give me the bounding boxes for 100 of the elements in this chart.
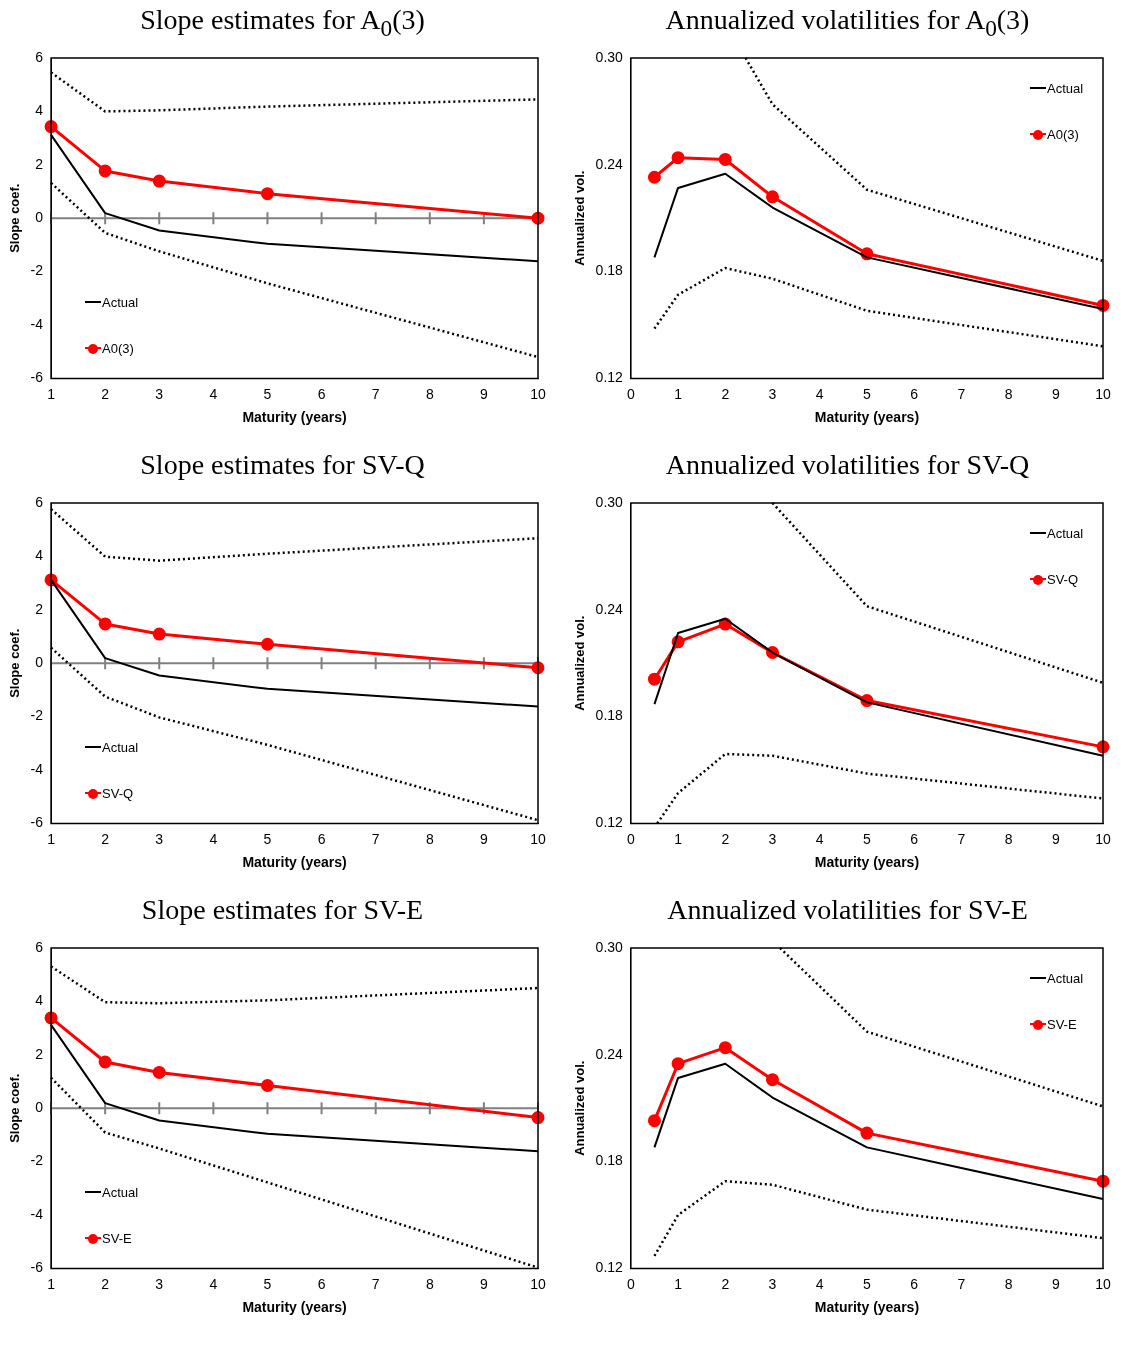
point bbox=[647, 1114, 661, 1128]
x-tick-label: 3 bbox=[155, 830, 164, 847]
legend-label: A0(3) bbox=[1047, 126, 1079, 142]
x-tick-label: 10 bbox=[530, 385, 546, 402]
legend-label: Actual bbox=[1047, 970, 1084, 986]
y-tick-label: 0.30 bbox=[595, 938, 624, 955]
x-tick-label: 7 bbox=[957, 1275, 966, 1292]
x-tick-label: 10 bbox=[1095, 385, 1111, 402]
y-tick-label: -6 bbox=[30, 814, 44, 831]
y-axis-title: Annualized vol. bbox=[572, 170, 588, 266]
y-tick-label: -4 bbox=[30, 1205, 44, 1222]
x-tick-label: 9 bbox=[1051, 830, 1060, 847]
x-tick-label: 2 bbox=[101, 1275, 110, 1292]
y-tick-label: 2 bbox=[35, 600, 44, 617]
point bbox=[765, 1073, 779, 1087]
y-axis-title: Slope coef. bbox=[7, 1073, 23, 1143]
point bbox=[671, 151, 685, 165]
y-tick-label: 0.18 bbox=[595, 1152, 624, 1169]
x-tick-label: 8 bbox=[425, 1275, 434, 1292]
x-tick-label: 4 bbox=[209, 1275, 218, 1292]
x-tick-label: 9 bbox=[480, 830, 488, 847]
x-tick-label: 8 bbox=[425, 385, 434, 402]
y-axis-title: Slope coef. bbox=[7, 628, 23, 698]
y-tick-label: -4 bbox=[30, 760, 44, 777]
x-axis-title: Maturity (years) bbox=[242, 854, 347, 871]
x-tick-label: 5 bbox=[863, 1275, 872, 1292]
point bbox=[671, 1057, 685, 1071]
x-tick-label: 6 bbox=[317, 385, 326, 402]
x-tick-label: 1 bbox=[674, 830, 683, 847]
x-tick-label: 3 bbox=[768, 1275, 777, 1292]
chart-title: Slope estimates for A$_{0}$(3) bbox=[139, 3, 426, 41]
y-tick-label: 0 bbox=[35, 654, 44, 671]
point bbox=[152, 627, 166, 641]
x-tick-label: 4 bbox=[815, 1275, 824, 1292]
x-tick-label: 10 bbox=[530, 1275, 546, 1292]
y-tick-label: 0.18 bbox=[595, 262, 624, 279]
y-tick-label: -6 bbox=[30, 1259, 44, 1276]
x-tick-label: 7 bbox=[371, 830, 380, 847]
x-tick-label: 9 bbox=[480, 385, 488, 402]
point bbox=[647, 672, 661, 686]
x-tick-label: 1 bbox=[47, 385, 56, 402]
y-tick-label: 6 bbox=[35, 938, 44, 955]
y-tick-label: 6 bbox=[35, 493, 44, 510]
x-tick-label: 8 bbox=[1004, 1275, 1013, 1292]
legend-label: A0(3) bbox=[102, 340, 134, 356]
x-tick-label: 5 bbox=[863, 830, 872, 847]
y-tick-label: -6 bbox=[30, 369, 44, 386]
legend-label: Actual bbox=[1047, 525, 1084, 541]
x-tick-label: 7 bbox=[957, 830, 966, 847]
y-tick-label: 4 bbox=[35, 102, 44, 119]
y-tick-label: 0 bbox=[35, 1099, 44, 1116]
y-axis-title: Annualized vol. bbox=[572, 615, 588, 711]
x-tick-label: 4 bbox=[815, 830, 824, 847]
x-tick-label: 0 bbox=[626, 1275, 635, 1292]
legend-label: Actual bbox=[102, 294, 139, 310]
point bbox=[718, 152, 732, 166]
y-tick-label: 2 bbox=[35, 155, 44, 172]
y-tick-label: -2 bbox=[30, 707, 44, 724]
chart-title: Annualized volatilities for SV-Q bbox=[664, 448, 1031, 482]
point bbox=[765, 190, 779, 204]
point bbox=[152, 1065, 166, 1079]
legend-label: Actual bbox=[102, 739, 139, 755]
x-tick-label: 3 bbox=[768, 385, 777, 402]
point bbox=[860, 1126, 874, 1140]
chart-title: Annualized volatilities for A$_{0}$(3) bbox=[664, 3, 1031, 41]
x-tick-label: 10 bbox=[530, 830, 546, 847]
legend-label: Actual bbox=[102, 1184, 139, 1200]
x-tick-label: 6 bbox=[317, 1275, 326, 1292]
y-axis-title: Slope coef. bbox=[7, 183, 23, 253]
legend-label: SV-E bbox=[1047, 1016, 1077, 1032]
x-tick-label: 3 bbox=[768, 830, 777, 847]
x-tick-label: 2 bbox=[721, 830, 730, 847]
point bbox=[260, 187, 274, 201]
x-tick-label: 0 bbox=[626, 385, 635, 402]
x-tick-label: 3 bbox=[155, 385, 164, 402]
y-tick-label: 0 bbox=[35, 209, 44, 226]
y-tick-label: 4 bbox=[35, 547, 44, 564]
x-tick-label: 4 bbox=[209, 830, 218, 847]
x-tick-label: 9 bbox=[480, 1275, 488, 1292]
point bbox=[98, 1055, 112, 1069]
x-axis-title: Maturity (years) bbox=[814, 854, 920, 871]
x-tick-label: 5 bbox=[263, 385, 272, 402]
x-tick-label: 5 bbox=[263, 830, 272, 847]
y-tick-label: 0.24 bbox=[595, 1045, 624, 1062]
y-tick-label: -2 bbox=[30, 262, 44, 279]
x-tick-label: 9 bbox=[1051, 385, 1060, 402]
x-tick-label: 8 bbox=[425, 830, 434, 847]
y-tick-label: -2 bbox=[30, 1152, 44, 1169]
y-tick-label: 0.18 bbox=[595, 707, 624, 724]
x-tick-label: 1 bbox=[47, 1275, 56, 1292]
x-tick-label: 5 bbox=[863, 385, 872, 402]
y-tick-label: 0.24 bbox=[595, 600, 624, 617]
x-tick-label: 8 bbox=[1004, 830, 1013, 847]
x-tick-label: 8 bbox=[1004, 385, 1013, 402]
chart-title: Annualized volatilities for SV-E bbox=[666, 893, 1029, 927]
legend-label: Actual bbox=[1047, 80, 1084, 96]
legend-label: SV-E bbox=[102, 1230, 132, 1246]
x-tick-label: 9 bbox=[1051, 1275, 1060, 1292]
point bbox=[647, 170, 661, 184]
x-tick-label: 4 bbox=[209, 385, 218, 402]
